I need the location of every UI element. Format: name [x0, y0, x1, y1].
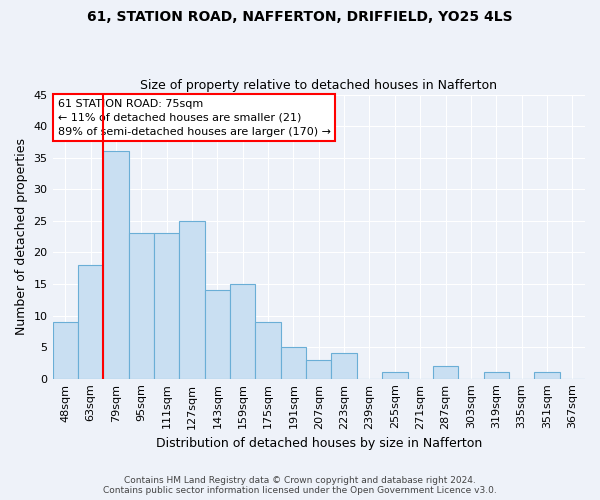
Bar	[179, 221, 205, 378]
Bar	[53, 322, 78, 378]
X-axis label: Distribution of detached houses by size in Nafferton: Distribution of detached houses by size …	[155, 437, 482, 450]
Bar	[281, 347, 306, 378]
Bar	[154, 234, 179, 378]
Bar	[534, 372, 560, 378]
Text: 61, STATION ROAD, NAFFERTON, DRIFFIELD, YO25 4LS: 61, STATION ROAD, NAFFERTON, DRIFFIELD, …	[87, 10, 513, 24]
Bar	[205, 290, 230, 378]
Bar	[306, 360, 331, 378]
Text: 61 STATION ROAD: 75sqm
← 11% of detached houses are smaller (21)
89% of semi-det: 61 STATION ROAD: 75sqm ← 11% of detached…	[58, 99, 331, 137]
Text: Contains HM Land Registry data © Crown copyright and database right 2024.
Contai: Contains HM Land Registry data © Crown c…	[103, 476, 497, 495]
Bar	[230, 284, 256, 378]
Bar	[256, 322, 281, 378]
Y-axis label: Number of detached properties: Number of detached properties	[15, 138, 28, 335]
Bar	[128, 234, 154, 378]
Bar	[382, 372, 407, 378]
Title: Size of property relative to detached houses in Nafferton: Size of property relative to detached ho…	[140, 79, 497, 92]
Bar	[331, 354, 357, 378]
Bar	[484, 372, 509, 378]
Bar	[433, 366, 458, 378]
Bar	[78, 265, 103, 378]
Bar	[103, 152, 128, 378]
